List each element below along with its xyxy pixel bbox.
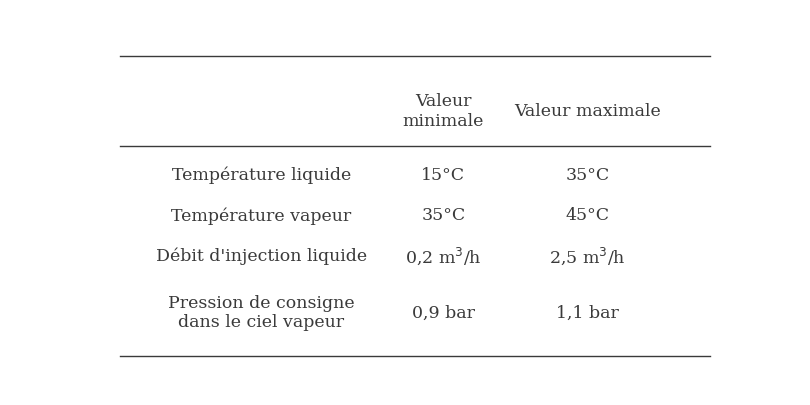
Text: Température vapeur: Température vapeur [171, 207, 352, 224]
Text: 2,5 m$^3$/h: 2,5 m$^3$/h [549, 245, 626, 266]
Text: Valeur
minimale: Valeur minimale [403, 93, 484, 129]
Text: Température liquide: Température liquide [172, 166, 351, 183]
Text: 0,9 bar: 0,9 bar [411, 304, 475, 321]
Text: 45°C: 45°C [565, 207, 610, 224]
Text: Valeur maximale: Valeur maximale [514, 102, 661, 119]
Text: Débit d'injection liquide: Débit d'injection liquide [156, 247, 367, 265]
Text: 35°C: 35°C [421, 207, 466, 224]
Text: 1,1 bar: 1,1 bar [556, 304, 619, 321]
Text: 35°C: 35°C [565, 166, 610, 183]
Text: 15°C: 15°C [421, 166, 466, 183]
Text: Pression de consigne
dans le ciel vapeur: Pression de consigne dans le ciel vapeur [168, 294, 355, 330]
Text: 0,2 m$^3$/h: 0,2 m$^3$/h [405, 245, 482, 266]
